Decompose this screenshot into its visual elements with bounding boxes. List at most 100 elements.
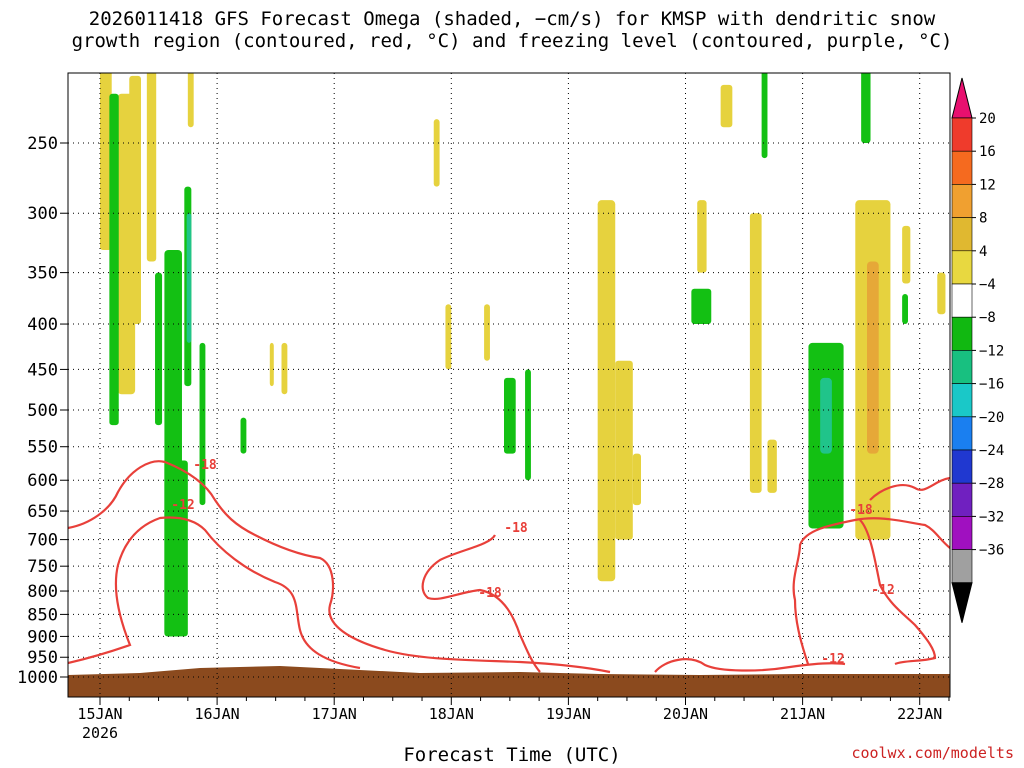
- omega-region: [867, 261, 879, 454]
- omega-streak: [186, 213, 192, 343]
- y-tick-label: 750: [27, 557, 58, 577]
- colorbar-label: 16: [979, 144, 996, 160]
- colorbar-segment: [951, 184, 973, 218]
- omega-region: [597, 200, 616, 582]
- colorbar-label: −20: [979, 410, 1004, 426]
- omega-streak: [155, 272, 163, 426]
- omega-streak: [445, 304, 452, 370]
- dgz-contour-label: -18: [478, 586, 502, 601]
- omega-streak: [164, 460, 188, 637]
- colorbar-label: 12: [979, 177, 996, 193]
- omega-streak: [525, 369, 531, 481]
- y-tick-label: 900: [27, 627, 58, 647]
- y-tick-label: 300: [27, 204, 58, 224]
- x-tick-label: 17JAN: [312, 705, 357, 723]
- colorbar-label: −36: [979, 543, 1004, 559]
- omega-streak: [902, 225, 911, 284]
- omega-shading: [100, 73, 946, 637]
- dgz-contour: [859, 519, 937, 666]
- omega-streak: [503, 377, 516, 454]
- colorbar-label: −24: [979, 443, 1004, 459]
- grid-lines: [68, 73, 950, 697]
- x-tick-label: 20JAN: [663, 705, 708, 723]
- dgz-contour-label: -12: [171, 498, 194, 513]
- x-tick-label: 15JAN: [77, 705, 122, 723]
- colorbar-label: −32: [979, 509, 1004, 525]
- x-tick-label: 19JAN: [546, 705, 591, 723]
- omega-streak: [691, 288, 712, 325]
- y-tick-label: 650: [27, 502, 58, 522]
- omega-streak: [281, 342, 288, 395]
- dgz-contour: [68, 516, 361, 670]
- omega-streak: [767, 439, 777, 493]
- dgz-contour: [421, 534, 541, 673]
- colorbar: 20 16 12 8 4 −4 −8 −12 −16 −20 −24 −28 −32 −36: [951, 77, 1004, 623]
- dgz-contour: [869, 476, 950, 501]
- y-tick-label: 950: [27, 648, 58, 668]
- colorbar-segment: [951, 150, 973, 185]
- omega-streak: [697, 200, 707, 273]
- colorbar-label: −8: [979, 310, 996, 326]
- omega-streak: [240, 417, 247, 454]
- y-tick-label: 400: [27, 315, 58, 335]
- omega-streak: [632, 453, 642, 506]
- y-tick-label: 500: [27, 401, 58, 421]
- y-tick-label: 250: [27, 134, 58, 154]
- colorbar-label: 20: [979, 111, 996, 127]
- omega-streak: [129, 75, 141, 325]
- dgz-contour-label: -18: [849, 503, 873, 518]
- colorbar-segment: [951, 416, 973, 451]
- y-tick-label: 1000: [17, 668, 58, 688]
- ground-fill: [68, 666, 950, 697]
- x-tick-sublabel: 2026: [82, 724, 118, 742]
- colorbar-bottom-arrow: [951, 582, 973, 623]
- x-tick-label: 18JAN: [429, 705, 474, 723]
- dgz-contours: -18 -12 -18 -18 -12 -18 -12: [68, 458, 950, 674]
- y-tick-label: 600: [27, 471, 58, 491]
- omega-streak: [615, 360, 633, 540]
- title-line-2: growth region (contoured, red, °C) and f…: [71, 30, 953, 52]
- omega-streak: [269, 342, 274, 387]
- dgz-contour-label: -18: [504, 521, 528, 536]
- plot-frame: [67, 72, 951, 698]
- omega-streak: [109, 93, 119, 426]
- y-tick-label: 550: [27, 438, 58, 458]
- omega-streak: [433, 119, 440, 187]
- y-tick-label: 850: [27, 605, 58, 625]
- colorbar-segment: [951, 383, 973, 418]
- x-axis-title: Forecast Time (UTC): [403, 744, 621, 766]
- omega-region: [820, 377, 832, 454]
- omega-streak: [937, 272, 946, 315]
- x-tick-label: 22JAN: [897, 705, 942, 723]
- omega-streak: [146, 73, 157, 262]
- dgz-contour: [654, 658, 846, 673]
- dgz-contour: [792, 517, 950, 665]
- colorbar-top-arrow: [951, 77, 973, 119]
- y-tick-label: 450: [27, 360, 58, 380]
- y-axis: 2503003504004505005506006507007508008509…: [17, 134, 68, 688]
- colorbar-label: −16: [979, 377, 1004, 393]
- colorbar-segment: [951, 217, 973, 252]
- dgz-contour-label: -12: [871, 583, 894, 598]
- y-tick-label: 350: [27, 264, 58, 284]
- colorbar-label: −4: [979, 277, 996, 293]
- colorbar-label: 4: [979, 244, 987, 260]
- omega-streak: [902, 294, 908, 325]
- title-line-1: 2026011418 GFS Forecast Omega (shaded, −…: [88, 8, 936, 30]
- ground-terrain: [68, 666, 950, 697]
- x-tick-label: 21JAN: [780, 705, 825, 723]
- dgz-contour: [68, 460, 611, 674]
- colorbar-label: −28: [979, 476, 1004, 492]
- credit-link[interactable]: coolwx.com/modelts: [851, 744, 1014, 762]
- dgz-contour-label: -18: [193, 458, 217, 473]
- colorbar-segment: [951, 482, 973, 517]
- omega-streak: [100, 73, 112, 250]
- colorbar-segment: [951, 449, 973, 484]
- omega-streak: [861, 73, 871, 143]
- omega-streak: [749, 213, 762, 493]
- colorbar-segment: [951, 283, 973, 318]
- dgz-contour-label: -12: [821, 652, 844, 667]
- omega-streak: [720, 84, 733, 128]
- colorbar-segment: [951, 516, 973, 550]
